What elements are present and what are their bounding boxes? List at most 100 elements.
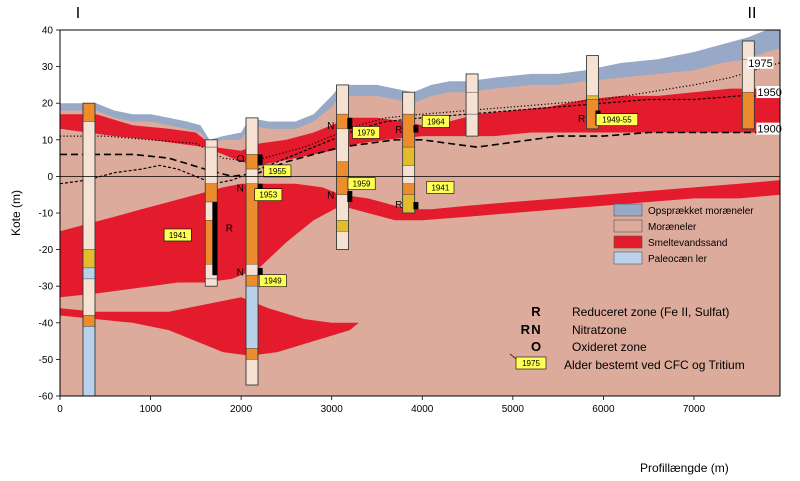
age-label: 1979 — [357, 128, 375, 137]
x-tick-label: 3000 — [321, 404, 344, 415]
borehole-outline — [402, 91, 416, 214]
boreholes — [82, 40, 755, 396]
zone-key-letter: N — [531, 322, 540, 337]
borehole-segment — [245, 117, 259, 155]
borehole-segment — [402, 183, 415, 195]
age-label: 1949-55 — [602, 116, 632, 125]
borehole-segment — [402, 91, 415, 115]
age-labels: 1941 1955 1953 1949 1979 1959 1964 1941 1949-55 — [163, 113, 639, 288]
borehole-outline — [465, 73, 479, 137]
x-tick-label: 4000 — [411, 404, 434, 415]
screen-zone-letter: R — [395, 125, 402, 136]
isochrone-1950 — [60, 95, 780, 185]
isochrone-label: 1975 — [748, 58, 772, 70]
age-label: 1959 — [353, 180, 371, 189]
borehole-segment — [465, 113, 479, 137]
borehole-segment — [245, 285, 259, 349]
y-tick-label: -30 — [39, 282, 54, 293]
borehole-segment — [245, 348, 259, 360]
age-note-label: Alder bestemt ved CFC og Tritium — [564, 358, 745, 372]
screen-zone-letter: N — [237, 268, 244, 279]
borehole-segment — [402, 165, 415, 184]
borehole-segment — [336, 231, 349, 250]
y-tick-label: -60 — [39, 392, 54, 403]
legend-swatch-paleocene-clay — [613, 251, 643, 265]
borehole-segment — [742, 91, 755, 130]
screen-zone-letter: O — [237, 154, 245, 165]
isochrone-1900 — [60, 131, 780, 178]
y-tick-label: -10 — [39, 209, 54, 220]
age-label-box — [254, 188, 283, 201]
borehole — [465, 73, 479, 137]
x-tick-label: 7000 — [683, 404, 706, 415]
borehole-outline — [336, 84, 349, 250]
profile-end-label: II — [748, 5, 757, 22]
age-label-box — [263, 164, 292, 178]
age-note-sample-box — [515, 356, 547, 370]
borehole-segment — [204, 278, 218, 287]
age-label-box — [163, 228, 192, 242]
legend-label: Smeltevandssand — [648, 238, 728, 249]
borehole-outline — [245, 117, 259, 386]
age-label-box — [421, 115, 450, 128]
meltwater-sand-lower-sand — [60, 297, 359, 356]
zone-key-label: Reduceret zone (Fe II, Sulfat) — [572, 305, 729, 319]
x-tick-label: 0 — [57, 404, 63, 415]
age-label: 1964 — [427, 118, 445, 127]
borehole-segment — [82, 315, 96, 327]
borehole-segment — [336, 161, 349, 195]
y-axis-title: Kote (m) — [9, 190, 23, 236]
zone-key-letter: R — [531, 304, 541, 319]
borehole — [741, 40, 755, 130]
well-screen — [257, 154, 263, 166]
well-screen — [413, 202, 419, 210]
borehole-segment — [336, 128, 349, 163]
borehole-segment — [82, 121, 96, 250]
screen-zone-letter: R — [395, 200, 402, 211]
x-tick-label: 6000 — [592, 404, 615, 415]
borehole-segment — [82, 267, 96, 280]
screen-zone-letter: N — [327, 121, 334, 132]
borehole-segment — [465, 91, 479, 115]
x-tick-label: 5000 — [502, 404, 525, 415]
borehole-segment — [82, 102, 96, 122]
borehole — [245, 117, 259, 386]
borehole-segment — [204, 139, 218, 148]
borehole-segment — [336, 220, 349, 232]
y-tick-label: -40 — [39, 318, 54, 329]
age-label: 1953 — [259, 191, 277, 200]
well-screen — [257, 267, 263, 276]
profile-start-label: I — [76, 5, 80, 22]
age-label-box — [258, 274, 287, 288]
legend-swatch-meltwater-sand — [613, 235, 643, 249]
legend-label: Opsprækket moræneler — [648, 206, 754, 217]
age-label-box — [352, 126, 381, 139]
screen-zone-letter: R — [578, 114, 585, 125]
zone-key-label: Nitratzone — [572, 323, 627, 337]
borehole-segment — [586, 55, 599, 97]
borehole-segment — [82, 326, 96, 396]
borehole-segment — [245, 154, 259, 170]
borehole-segment — [204, 183, 218, 203]
isochrone-label-bg — [747, 56, 774, 69]
borehole-segment — [402, 194, 415, 214]
screen-zone-letter: N — [327, 191, 334, 202]
isochrone-labels: 1975 1950 1900 — [747, 56, 783, 136]
borehole-segment — [402, 146, 415, 166]
borehole-outline — [741, 40, 755, 130]
well-screen — [212, 202, 218, 276]
borehole — [336, 84, 349, 250]
age-label: 1941 — [169, 231, 187, 240]
y-tick-label: -20 — [39, 245, 54, 256]
well-screen — [413, 125, 419, 133]
isochrone-label-bg — [756, 86, 783, 99]
age-note-sample: 1975 — [522, 359, 540, 368]
age-label-box — [595, 113, 639, 126]
borehole-segment — [402, 113, 415, 148]
y-tick-label: 30 — [42, 62, 54, 73]
y-tick-label: 40 — [42, 26, 54, 37]
screen-zone-letter: N — [237, 183, 244, 194]
y-tick-label: 20 — [42, 99, 54, 110]
age-label-box — [347, 177, 376, 191]
